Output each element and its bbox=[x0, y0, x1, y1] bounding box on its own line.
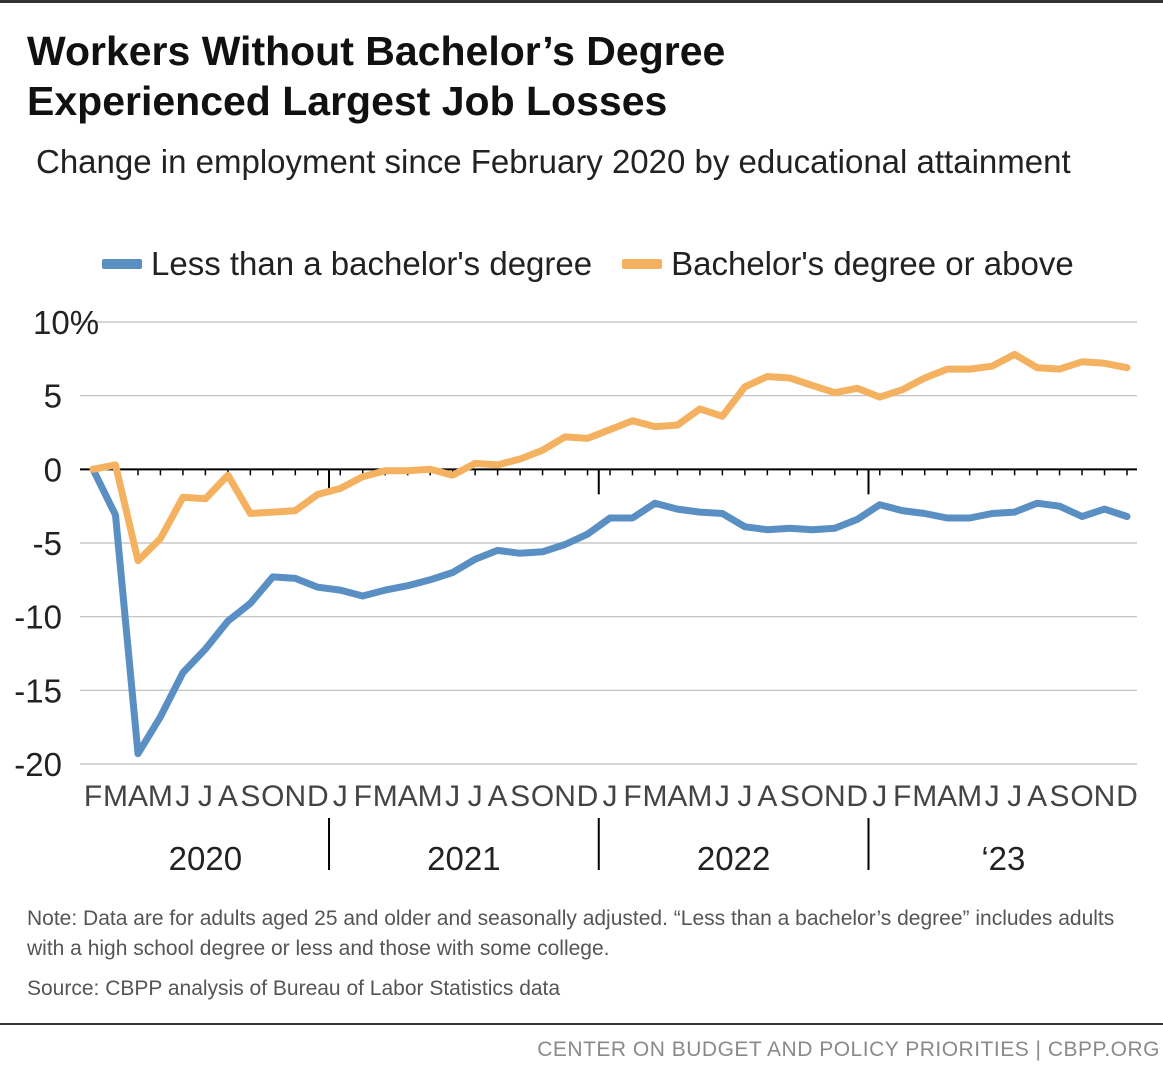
x-month-label: N bbox=[824, 780, 846, 813]
bottom-rule bbox=[0, 1023, 1163, 1025]
x-month-label: A bbox=[128, 780, 148, 813]
x-month-label: F bbox=[623, 780, 641, 813]
x-month-label: M bbox=[687, 780, 712, 813]
x-month-label: J bbox=[333, 780, 348, 813]
chart-title: Workers Without Bachelor’s Degree Experi… bbox=[27, 26, 1137, 126]
x-month-label: N bbox=[554, 780, 576, 813]
x-month-label: J bbox=[1007, 780, 1022, 813]
x-month-label: A bbox=[218, 780, 238, 813]
chart-title-line-1: Workers Without Bachelor’s Degree bbox=[27, 28, 726, 74]
chart-note: Note: Data are for adults aged 25 and ol… bbox=[27, 907, 1115, 960]
footer-credit: CENTER ON BUDGET AND POLICY PRIORITIES |… bbox=[537, 1038, 1160, 1061]
x-month-label: D bbox=[1116, 780, 1138, 813]
x-month-label: O bbox=[801, 780, 824, 813]
x-year-label: 2021 bbox=[427, 840, 500, 877]
x-month-label: J bbox=[603, 780, 618, 813]
legend-item-less-than-bachelors: Less than a bachelor's degree bbox=[102, 245, 592, 283]
x-month-label: A bbox=[398, 780, 418, 813]
chart-subtitle: Change in employment since February 2020… bbox=[36, 143, 1071, 180]
x-month-label: M bbox=[957, 780, 982, 813]
series-line-bachelors-or-above bbox=[89, 350, 1131, 565]
legend-swatch-less-than-bachelors bbox=[102, 259, 142, 269]
chart-title-line-2: Experienced Largest Job Losses bbox=[27, 78, 668, 124]
y-tick-label: 5 bbox=[44, 378, 62, 415]
x-month-label: S bbox=[510, 780, 530, 813]
y-tick-label: 0 bbox=[44, 451, 62, 488]
x-month-label: N bbox=[284, 780, 306, 813]
x-year-label: 2022 bbox=[697, 840, 770, 877]
legend-swatch-bachelors-or-above bbox=[622, 259, 663, 269]
x-month-label: A bbox=[488, 780, 508, 813]
x-month-label: J bbox=[445, 780, 460, 813]
top-rule bbox=[0, 0, 1163, 3]
x-month-label: J bbox=[872, 780, 887, 813]
legend-label-bachelors-or-above: Bachelor's degree or above bbox=[671, 245, 1074, 282]
chart-legend: Less than a bachelor's degree Bachelor's… bbox=[102, 244, 1104, 284]
y-tick-label: -20 bbox=[14, 746, 62, 783]
x-month-label: M bbox=[373, 780, 398, 813]
x-month-label: M bbox=[148, 780, 173, 813]
x-month-label: M bbox=[418, 780, 443, 813]
x-month-label: O bbox=[531, 780, 554, 813]
x-month-label: N bbox=[1094, 780, 1116, 813]
x-year-label: 2020 bbox=[169, 840, 242, 877]
x-month-label: F bbox=[893, 780, 911, 813]
x-month-label: J bbox=[468, 780, 483, 813]
x-month-label: J bbox=[985, 780, 1000, 813]
x-month-label: O bbox=[261, 780, 284, 813]
x-month-label: M bbox=[912, 780, 937, 813]
y-tick-label: -10 bbox=[14, 599, 62, 636]
x-month-label: D bbox=[846, 780, 868, 813]
x-month-label: A bbox=[937, 780, 957, 813]
y-tick-label: -5 bbox=[33, 525, 62, 562]
x-month-label: A bbox=[757, 780, 777, 813]
chart-source: Source: CBPP analysis of Bureau of Labor… bbox=[27, 977, 561, 1000]
x-month-label: J bbox=[737, 780, 752, 813]
legend-item-bachelors-or-above: Bachelor's degree or above bbox=[622, 245, 1074, 283]
x-month-label: M bbox=[642, 780, 667, 813]
x-month-label: A bbox=[667, 780, 687, 813]
x-month-label: S bbox=[240, 780, 260, 813]
x-month-label: D bbox=[307, 780, 329, 813]
series-line-less-than-bachelors bbox=[89, 465, 1131, 758]
x-month-label: J bbox=[715, 780, 730, 813]
x-month-label: O bbox=[1070, 780, 1093, 813]
legend-label-less-than-bachelors: Less than a bachelor's degree bbox=[151, 245, 593, 282]
x-month-label: A bbox=[1027, 780, 1047, 813]
y-tick-label: -15 bbox=[14, 672, 62, 709]
x-month-label: M bbox=[103, 780, 128, 813]
x-month-label: S bbox=[780, 780, 800, 813]
x-year-label: ‘23 bbox=[981, 840, 1025, 877]
x-month-label: F bbox=[354, 780, 372, 813]
x-month-label: J bbox=[198, 780, 213, 813]
x-month-label: F bbox=[84, 780, 102, 813]
x-month-label: J bbox=[175, 780, 190, 813]
x-month-label: D bbox=[577, 780, 599, 813]
x-month-label: S bbox=[1050, 780, 1070, 813]
y-tick-label: 10% bbox=[33, 304, 99, 341]
line-chart: 10%50-5-10-15-20F M A M J J A S O N D J F M A M J J A S O N D J… bbox=[14, 304, 1138, 877]
